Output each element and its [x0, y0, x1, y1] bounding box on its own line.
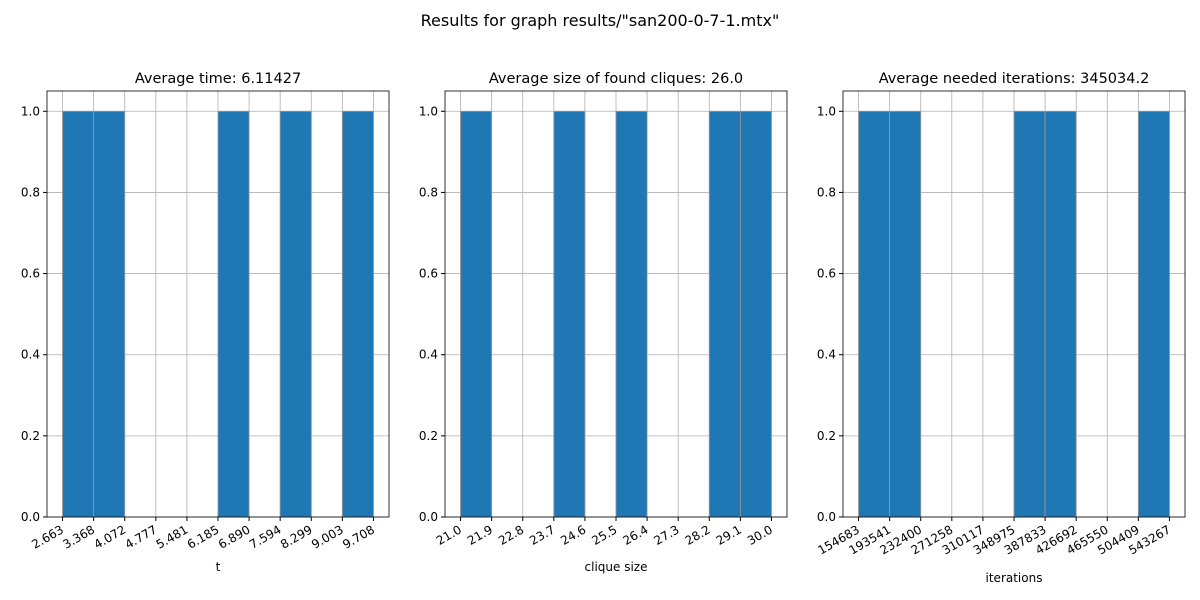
x-tick-label: 26.4	[620, 522, 650, 547]
x-tick-label: 2.663	[29, 522, 66, 551]
x-tick-label: 8.299	[278, 522, 315, 551]
y-tick-label: 0.6	[21, 267, 40, 281]
bar	[460, 110, 493, 518]
bar	[739, 110, 772, 518]
bar	[341, 110, 374, 518]
bar	[708, 110, 741, 518]
y-tick-label: 0.2	[419, 429, 438, 443]
x-tick-label: 4.777	[123, 522, 160, 551]
y-tick-label: 0.2	[21, 429, 40, 443]
y-tick-label: 0.0	[21, 510, 40, 524]
bar	[615, 110, 648, 518]
y-tick-label: 0.4	[21, 348, 40, 362]
y-tick-label: 0.8	[817, 185, 836, 199]
axes-title: Average needed iterations: 345034.2	[879, 71, 1150, 87]
y-tick-label: 1.0	[21, 104, 40, 118]
y-tick-label: 0.4	[419, 348, 438, 362]
x-tick-label: 6.185	[185, 522, 222, 551]
x-tick-label: 5.481	[154, 522, 191, 551]
axes-frame	[444, 90, 788, 518]
x-axis-label: clique size	[585, 560, 648, 574]
x-tick-label: 4.072	[91, 522, 128, 551]
x-tick-label: 21.0	[434, 522, 464, 547]
x-tick-label: 27.3	[652, 522, 682, 547]
bar	[858, 110, 891, 518]
axes-frame	[46, 90, 390, 518]
y-tick-label: 0.8	[419, 185, 438, 199]
y-tick-label: 0.2	[817, 429, 836, 443]
bar	[279, 110, 312, 518]
x-axis-label: iterations	[986, 571, 1043, 585]
bar	[1137, 110, 1170, 518]
x-tick-label: 25.5	[589, 522, 619, 547]
x-tick-label: 9.708	[340, 522, 377, 551]
y-tick-label: 0.6	[419, 267, 438, 281]
bar	[62, 110, 95, 518]
x-tick-label: 21.9	[465, 522, 495, 547]
x-tick-label: 24.6	[558, 522, 588, 547]
x-tick-label: 28.2	[683, 522, 713, 547]
axes-frame	[842, 90, 1186, 518]
x-tick-label: 29.1	[714, 522, 744, 547]
y-tick-label: 1.0	[419, 104, 438, 118]
figure-title: Results for graph results/"san200-0-7-1.…	[421, 11, 780, 30]
bar	[889, 110, 922, 518]
x-tick-label: 30.0	[745, 522, 775, 547]
x-tick-label: 23.7	[527, 522, 557, 547]
y-tick-label: 0.4	[817, 348, 836, 362]
bar	[1044, 110, 1077, 518]
y-tick-label: 0.6	[817, 267, 836, 281]
y-tick-label: 0.8	[21, 185, 40, 199]
x-tick-label: 3.368	[60, 522, 97, 551]
x-tick-label: 22.8	[496, 522, 526, 547]
y-tick-label: 0.0	[419, 510, 438, 524]
axes-title: Average size of found cliques: 26.0	[489, 71, 743, 87]
y-tick-label: 1.0	[817, 104, 836, 118]
y-tick-label: 0.0	[817, 510, 836, 524]
x-tick-label: 6.890	[216, 522, 253, 551]
bar	[93, 110, 126, 518]
axes-title: Average time: 6.11427	[135, 71, 301, 87]
x-axis-label: t	[216, 560, 221, 574]
x-tick-label: 7.594	[247, 522, 284, 551]
x-tick-label: 9.003	[309, 522, 346, 551]
bar	[1013, 110, 1046, 518]
bar	[553, 110, 586, 518]
bar	[217, 110, 250, 518]
